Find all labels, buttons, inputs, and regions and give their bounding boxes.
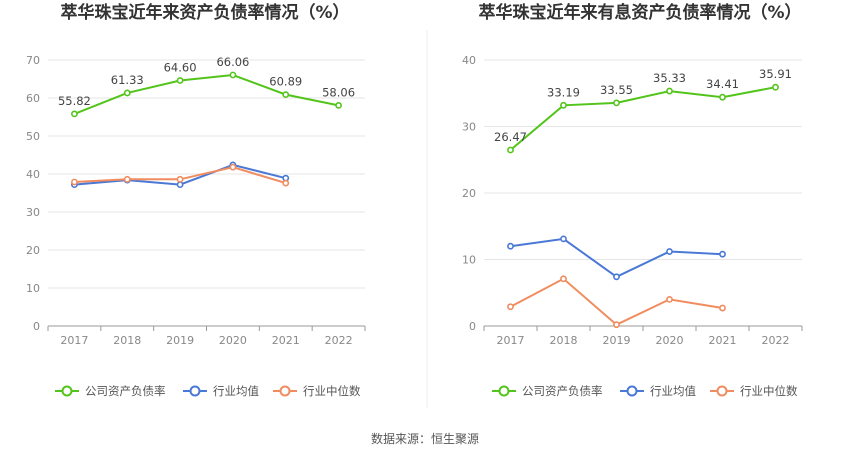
data-point — [719, 304, 726, 312]
y-tick-label: 40 — [462, 54, 476, 67]
data-label: 33.55 — [600, 83, 633, 97]
data-point — [719, 250, 726, 258]
data-label: 35.33 — [653, 71, 686, 85]
legend-swatch-marker — [498, 385, 510, 397]
data-label: 58.06 — [322, 85, 355, 99]
data-point — [176, 181, 184, 189]
chart-title: 萃华珠宝近年来资产负债率情况（%） — [60, 2, 349, 23]
data-point — [666, 295, 673, 303]
chart-title: 萃华珠宝近年来有息资产负债率情况（%） — [478, 2, 801, 23]
y-tick-label: 50 — [26, 130, 40, 143]
data-point — [507, 242, 514, 250]
data-point — [560, 235, 567, 243]
chart-interest-bearing-debt-ratio: 萃华珠宝近年来有息资产负债率情况（%） 0 10 20 30 40 2017 2018 2019… — [462, 2, 803, 398]
data-label: 34.41 — [706, 77, 739, 91]
y-tick-label: 0 — [469, 320, 476, 333]
data-point — [176, 77, 184, 84]
y-tick-label: 20 — [26, 244, 40, 257]
data-source-label: 数据来源：恒生聚源 — [371, 431, 479, 446]
series-line — [510, 237, 723, 278]
data-point — [71, 110, 78, 118]
data-point — [613, 273, 620, 281]
y-tick-label: 30 — [26, 206, 40, 219]
legend-swatch-marker — [189, 385, 201, 397]
chart-debt-ratio: 萃华珠宝近年来资产负债率情况（%） 0 10 20 30 40 50 60 70 2017 2018… — [26, 2, 366, 398]
data-point — [507, 146, 514, 154]
x-tick-label: 2018 — [113, 334, 141, 347]
data-point — [719, 93, 726, 101]
data-label: 61.33 — [111, 73, 144, 87]
data-label: 60.89 — [269, 75, 302, 89]
series-line — [74, 73, 339, 115]
data-point — [71, 178, 78, 186]
legend-swatch-marker — [279, 385, 291, 397]
y-tick-label: 10 — [26, 282, 40, 295]
legend-label: 行业均值 — [650, 384, 696, 398]
x-tick-label: 2021 — [709, 334, 737, 347]
y-tick-label: 40 — [26, 168, 40, 181]
data-point — [666, 248, 673, 255]
data-point — [507, 303, 514, 311]
x-tick-label: 2020 — [219, 334, 247, 347]
y-tick-label: 60 — [26, 92, 40, 105]
series-line — [510, 277, 723, 326]
y-tick-label: 30 — [462, 121, 476, 134]
x-tick-label: 2020 — [656, 334, 684, 347]
data-point — [176, 175, 184, 183]
data-label: 35.91 — [759, 67, 792, 81]
data-point — [123, 89, 131, 97]
legend-label: 行业中位数 — [303, 384, 361, 398]
y-tick-label: 10 — [462, 254, 476, 267]
data-point — [772, 83, 779, 91]
y-tick-label: 70 — [26, 54, 40, 67]
data-label: 66.06 — [216, 55, 249, 69]
data-point — [666, 87, 673, 95]
data-point — [229, 71, 237, 79]
x-tick-label: 2018 — [550, 334, 578, 347]
data-point — [560, 101, 567, 109]
x-tick-label: 2019 — [603, 334, 631, 347]
x-tick-label: 2017 — [60, 334, 88, 347]
legend-label: 公司资产负债率 — [522, 384, 603, 398]
data-label: 33.19 — [547, 85, 580, 99]
data-point — [123, 175, 131, 183]
data-point — [335, 101, 342, 109]
legend-label: 行业中位数 — [740, 384, 798, 398]
legend-swatch-marker — [61, 385, 73, 397]
x-tick-label: 2019 — [166, 334, 194, 347]
data-label: 26.47 — [494, 130, 527, 144]
x-tick-label: 2021 — [272, 334, 300, 347]
data-point — [613, 99, 620, 107]
data-point — [282, 91, 290, 99]
legend-swatch-marker — [716, 385, 728, 397]
data-label: 55.82 — [58, 94, 91, 108]
y-tick-label: 0 — [33, 320, 40, 333]
data-point — [560, 275, 567, 283]
data-point — [229, 163, 237, 171]
x-tick-label: 2017 — [497, 334, 525, 347]
x-tick-label: 2022 — [325, 334, 353, 347]
data-label: 64.60 — [164, 61, 197, 75]
legend-label: 公司资产负债率 — [85, 384, 166, 398]
y-tick-label: 20 — [462, 187, 476, 200]
legend-swatch-marker — [626, 385, 638, 397]
data-point — [613, 321, 620, 329]
x-tick-label: 2022 — [762, 334, 790, 347]
legend-label: 行业均值 — [213, 384, 259, 398]
data-point — [282, 179, 290, 187]
series-line — [509, 86, 776, 151]
